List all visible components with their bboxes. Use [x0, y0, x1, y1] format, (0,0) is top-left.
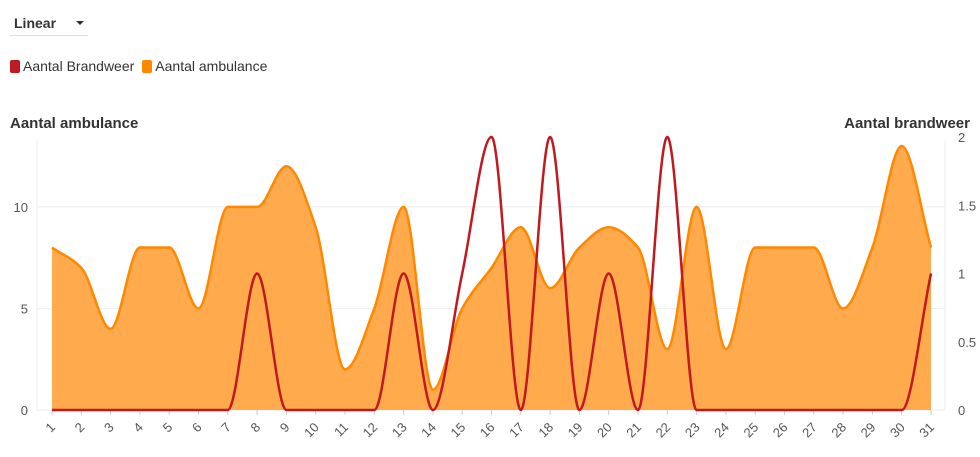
legend-label: Aantal Brandweer [23, 58, 135, 74]
right-tick-label: 1 [958, 267, 965, 282]
left-axis-title: Aantal ambulance [10, 115, 139, 132]
x-tick-label: 10 [301, 420, 322, 441]
x-tick-label: 1 [42, 420, 58, 436]
x-tick-label: 31 [916, 420, 937, 441]
x-tick-label: 6 [189, 420, 205, 436]
x-tick-label: 23 [682, 420, 703, 441]
legend-label: Aantal ambulance [155, 58, 268, 74]
x-tick-label: 26 [770, 420, 791, 441]
right-tick-label: 0 [958, 403, 965, 418]
interpolation-select[interactable]: Linear [10, 10, 88, 36]
x-tick-label: 5 [160, 420, 176, 436]
chevron-down-icon [76, 21, 84, 25]
x-tick-label: 14 [418, 420, 439, 441]
legend-item-brandweer[interactable]: Aantal Brandweer [10, 58, 134, 74]
x-tick-label: 7 [218, 420, 234, 436]
x-tick-label: 27 [799, 420, 820, 441]
right-tick-label: 2 [958, 130, 965, 145]
x-tick-label: 24 [711, 420, 732, 441]
x-tick-label: 4 [130, 420, 146, 436]
select-value: Linear [14, 15, 57, 31]
left-tick-label: 5 [21, 301, 28, 316]
right-tick-label: 0.5 [958, 335, 976, 350]
x-tick-label: 21 [623, 420, 644, 441]
brandweer-line [52, 135, 933, 412]
x-tick-label: 30 [887, 420, 908, 441]
legend-swatch-ambulance [142, 59, 153, 73]
x-tick-label: 29 [858, 420, 879, 441]
x-tick-label: 8 [247, 420, 263, 436]
legend-swatch-brandweer [10, 59, 20, 73]
right-axis-title: Aantal brandweer [844, 115, 970, 132]
legend: Aantal Brandweer Aantal ambulance [10, 58, 267, 74]
left-tick-label: 0 [21, 403, 28, 418]
x-tick-label: 25 [740, 420, 761, 441]
x-tick-label: 19 [565, 420, 586, 441]
x-tick-label: 28 [828, 420, 849, 441]
left-tick-label: 10 [14, 200, 28, 215]
x-tick-label: 15 [447, 420, 468, 441]
x-tick-label: 13 [389, 420, 410, 441]
x-tick-label: 20 [594, 420, 615, 441]
legend-item-ambulance[interactable]: Aantal ambulance [142, 58, 267, 74]
x-tick-label: 18 [535, 420, 556, 441]
x-tick-label: 2 [72, 420, 88, 436]
x-tick-label: 9 [277, 420, 293, 436]
right-tick-label: 1.5 [958, 198, 976, 213]
x-tick-label: 17 [506, 420, 527, 441]
x-tick-label: 3 [101, 420, 117, 436]
x-tick-label: 16 [477, 420, 498, 441]
x-tick-label: 22 [653, 420, 674, 441]
x-tick-label: 12 [360, 420, 381, 441]
x-tick-label: 11 [331, 420, 351, 440]
ambulance-line [51, 144, 933, 391]
